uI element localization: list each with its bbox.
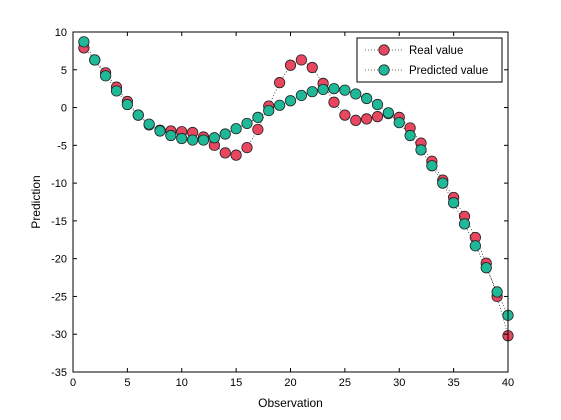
data-point	[328, 83, 340, 95]
x-tick-label: 25	[339, 377, 351, 389]
data-point	[165, 129, 177, 142]
data-point	[448, 197, 460, 209]
data-point	[350, 88, 362, 100]
data-point	[295, 54, 307, 66]
data-point	[121, 98, 133, 111]
data-point	[132, 109, 144, 121]
series-1	[78, 36, 514, 321]
data-point	[350, 114, 362, 127]
data-point	[491, 286, 503, 298]
data-point	[100, 70, 112, 82]
data-point	[187, 134, 199, 146]
data-point	[219, 147, 231, 159]
data-point	[480, 262, 492, 274]
data-point	[306, 86, 318, 98]
y-axis-label: Prediction	[29, 175, 43, 228]
data-point	[371, 98, 384, 111]
data-point	[339, 84, 351, 96]
x-tick-label: 5	[124, 377, 130, 389]
x-axis-label: Observation	[258, 396, 323, 410]
data-point	[284, 59, 297, 71]
data-point	[382, 107, 394, 119]
data-point	[339, 109, 351, 121]
data-point	[143, 118, 155, 130]
y-tick-label: -5	[57, 140, 67, 152]
y-tick-label: -35	[51, 367, 67, 379]
x-tick-label: 35	[448, 377, 460, 389]
legend-marker	[378, 64, 390, 76]
data-point	[295, 89, 307, 102]
data-point	[241, 142, 253, 154]
data-point	[110, 85, 123, 97]
data-point	[328, 96, 340, 108]
y-tick-label: -15	[51, 216, 67, 228]
data-point	[306, 61, 318, 74]
data-point	[89, 54, 101, 66]
data-point	[154, 125, 166, 137]
data-point	[415, 144, 427, 156]
y-tick-label: 5	[61, 65, 67, 77]
y-tick-label: -10	[51, 178, 67, 190]
data-point	[219, 128, 231, 140]
legend: Real value Predicted value	[356, 37, 503, 83]
data-point	[252, 123, 264, 136]
y-tick-label: 10	[55, 27, 67, 39]
data-point	[78, 36, 90, 48]
data-point	[371, 111, 384, 123]
x-tick-label: 20	[284, 377, 296, 389]
x-tick-label: 30	[393, 377, 405, 389]
data-point	[317, 83, 329, 96]
y-tick-label: 0	[61, 103, 67, 115]
series-line	[83, 41, 509, 316]
data-point	[241, 117, 253, 130]
x-tick-label: 15	[230, 377, 242, 389]
data-point	[361, 113, 373, 125]
data-point	[274, 77, 286, 89]
x-tick-label: 40	[502, 377, 514, 389]
x-tick-label: 10	[176, 377, 188, 389]
data-point	[274, 99, 286, 111]
data-point	[208, 132, 220, 144]
data-point	[404, 129, 416, 142]
legend-label: Real value	[409, 45, 463, 57]
data-point	[426, 160, 438, 172]
data-point	[437, 177, 449, 189]
data-point	[263, 104, 275, 117]
data-point	[197, 134, 210, 146]
plot-area	[73, 32, 508, 372]
legend-marker	[378, 44, 390, 56]
data-point	[230, 149, 242, 161]
y-tick-label: -20	[51, 254, 67, 266]
data-point	[361, 92, 373, 105]
data-point	[469, 240, 481, 252]
data-point	[176, 132, 188, 145]
data-point	[252, 111, 264, 123]
x-tick-label: 0	[70, 377, 76, 389]
data-point	[284, 95, 297, 107]
data-point	[230, 123, 242, 135]
y-tick-label: -25	[51, 291, 67, 303]
data-point	[458, 218, 471, 230]
data-point	[393, 117, 405, 129]
y-tick-label: -30	[51, 329, 67, 341]
legend-label: Predicted value	[409, 65, 488, 77]
